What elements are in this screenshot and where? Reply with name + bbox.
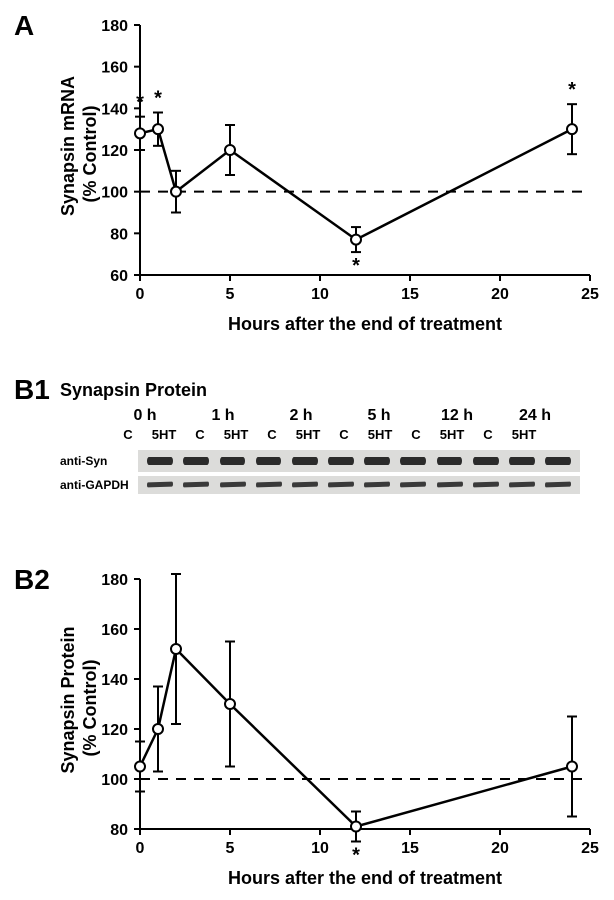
svg-text:Hours after the end of treatme: Hours after the end of treatment bbox=[228, 868, 502, 888]
svg-text:180: 180 bbox=[101, 18, 128, 35]
syn-lanes bbox=[138, 450, 580, 472]
svg-text:20: 20 bbox=[491, 286, 509, 303]
svg-text:*: * bbox=[352, 255, 360, 277]
anti-syn-row: anti-Syn bbox=[60, 450, 580, 472]
time-labels: 0 h1 h2 h5 h12 h24 h bbox=[60, 407, 580, 427]
panel-a-chart: 0 5 10 15 20 25 60 80 100 120 140 160 180 Hours after… bbox=[50, 10, 610, 340]
svg-text:160: 160 bbox=[101, 60, 128, 77]
anti-gapdh-row: anti-GAPDH bbox=[60, 476, 580, 494]
svg-text:120: 120 bbox=[101, 722, 128, 739]
svg-text:Synapsin Protein: Synapsin Protein bbox=[58, 626, 78, 773]
svg-text:5: 5 bbox=[226, 840, 235, 857]
svg-text:Hours after the end of treatme: Hours after the end of treatment bbox=[228, 314, 502, 334]
svg-text:Synapsin mRNA: Synapsin mRNA bbox=[58, 76, 78, 216]
figure: A 05101520256080100120140160180Hours aft… bbox=[0, 0, 614, 900]
svg-text:0: 0 bbox=[136, 840, 145, 857]
svg-text:*: * bbox=[352, 845, 360, 867]
svg-text:(% Control): (% Control) bbox=[80, 106, 100, 203]
svg-text:*: * bbox=[154, 88, 162, 110]
svg-text:140: 140 bbox=[101, 672, 128, 689]
svg-text:10: 10 bbox=[311, 286, 329, 303]
antibody-label-gapdh: anti-GAPDH bbox=[60, 478, 138, 492]
svg-text:15: 15 bbox=[401, 840, 419, 857]
svg-text:(% Control): (% Control) bbox=[80, 660, 100, 757]
svg-text:10: 10 bbox=[311, 840, 329, 857]
svg-text:100: 100 bbox=[101, 185, 128, 202]
svg-text:*: * bbox=[136, 92, 144, 114]
panel-b1-label: B1 bbox=[14, 374, 50, 406]
svg-text:160: 160 bbox=[101, 622, 128, 639]
svg-text:100: 100 bbox=[101, 772, 128, 789]
svg-text:*: * bbox=[172, 564, 180, 571]
svg-text:0: 0 bbox=[136, 286, 145, 303]
condition-labels: C5HTC5HTC5HTC5HTC5HTC5HT bbox=[60, 427, 580, 446]
svg-text:25: 25 bbox=[581, 286, 599, 303]
svg-text:140: 140 bbox=[101, 101, 128, 118]
svg-text:5: 5 bbox=[226, 286, 235, 303]
svg-text:60: 60 bbox=[110, 268, 128, 285]
svg-text:*: * bbox=[568, 79, 576, 101]
svg-text:15: 15 bbox=[401, 286, 419, 303]
panel-b2-label: B2 bbox=[14, 564, 50, 596]
svg-text:120: 120 bbox=[101, 143, 128, 160]
panel-a-label: A bbox=[14, 10, 34, 42]
gapdh-lanes bbox=[138, 476, 580, 494]
blot-title: Synapsin Protein bbox=[60, 380, 580, 401]
antibody-label-syn: anti-Syn bbox=[60, 454, 138, 468]
svg-text:80: 80 bbox=[110, 226, 128, 243]
panel-b1-blot: Synapsin Protein 0 h1 h2 h5 h12 h24 h C5… bbox=[60, 380, 580, 498]
svg-text:180: 180 bbox=[101, 572, 128, 589]
panel-b2-chart: 0 5 10 15 20 25 80 100 120 140 160 180 Hours after t… bbox=[50, 564, 610, 894]
svg-text:20: 20 bbox=[491, 840, 509, 857]
svg-text:80: 80 bbox=[110, 822, 128, 839]
svg-text:25: 25 bbox=[581, 840, 599, 857]
